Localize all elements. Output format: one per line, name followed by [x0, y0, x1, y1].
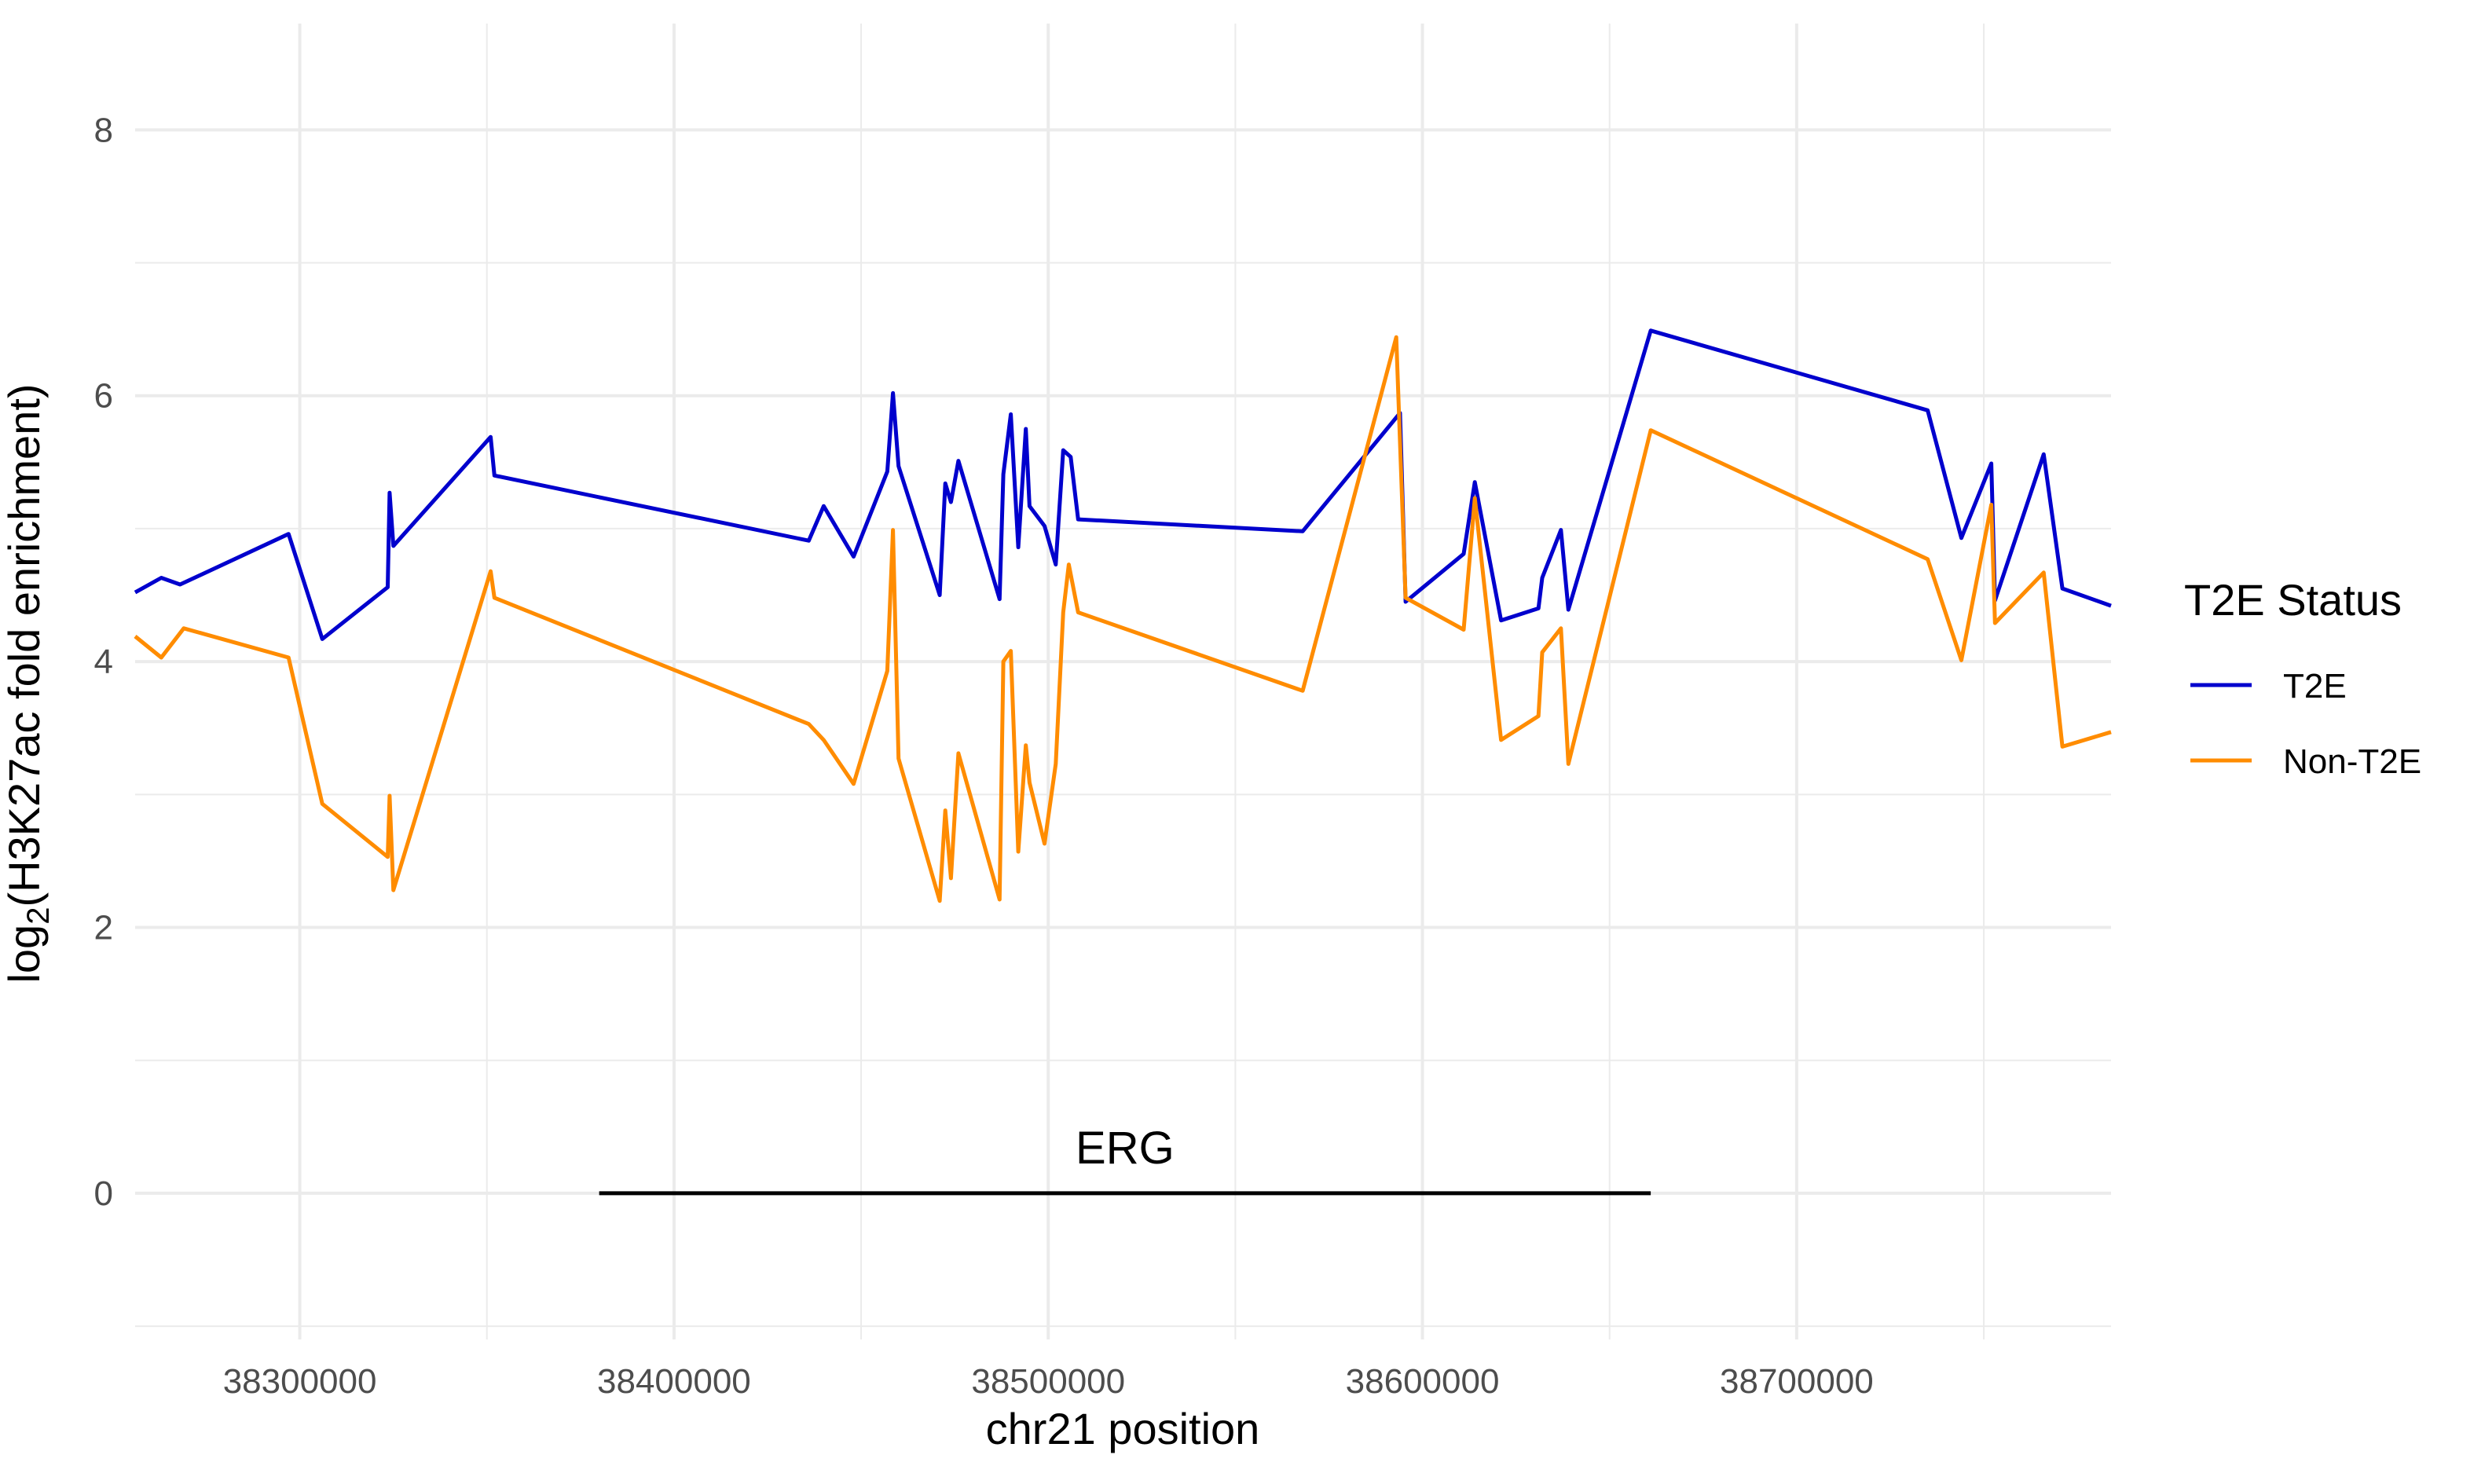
x-tick-label: 38300000 — [223, 1362, 377, 1401]
y-tick-label: 6 — [94, 377, 113, 416]
y-tick-label: 2 — [94, 909, 113, 947]
x-tick-label: 38600000 — [1346, 1362, 1500, 1401]
series-line-t2e — [134, 328, 2112, 641]
y-axis-title-subscript: 2 — [21, 907, 56, 925]
legend-label: T2E — [2283, 667, 2347, 705]
gene-annotation: ERG — [599, 1123, 1651, 1196]
x-axis-tick-labels: 38300000 38400000 38500000 38600000 38700000 — [223, 1362, 1874, 1401]
y-tick-label: 0 — [94, 1174, 113, 1213]
legend-title: T2E Status — [2184, 575, 2402, 625]
y-axis-title-rest: (H3K27ac fold enrichment) — [0, 383, 49, 907]
y-axis-title: log2(H3K27ac fold enrichment) — [0, 383, 56, 983]
x-axis-title: chr21 position — [986, 1404, 1260, 1453]
gene-label: ERG — [1076, 1123, 1175, 1174]
x-tick-label: 38500000 — [971, 1362, 1125, 1401]
minor-gridlines — [135, 24, 2111, 1339]
legend: T2E Status T2E Non-T2E — [2184, 575, 2421, 781]
y-axis-tick-labels: 0 2 4 6 8 — [94, 111, 113, 1213]
y-axis-title-main: log — [0, 925, 49, 984]
y-tick-label: 4 — [94, 643, 113, 681]
x-tick-label: 38700000 — [1720, 1362, 1874, 1401]
x-tick-label: 38400000 — [597, 1362, 751, 1401]
legend-entries: T2E Non-T2E — [2190, 667, 2421, 781]
series-line-non-t2e — [134, 335, 2112, 903]
major-gridlines — [135, 24, 2111, 1339]
y-tick-label: 8 — [94, 111, 113, 149]
series-lines — [134, 328, 2112, 903]
legend-label: Non-T2E — [2283, 742, 2421, 781]
